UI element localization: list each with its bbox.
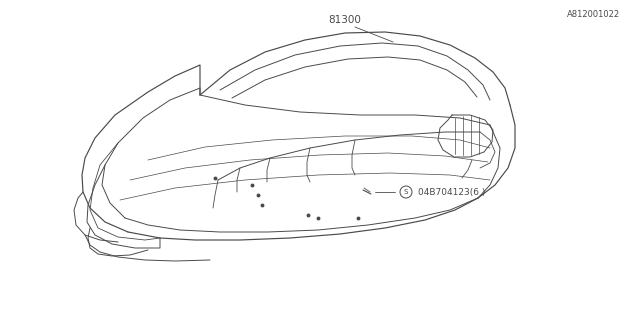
Text: 04B704123(6 ): 04B704123(6 ) (418, 188, 485, 196)
Text: S: S (404, 189, 408, 195)
Text: 81300: 81300 (328, 15, 361, 25)
Text: A812001022: A812001022 (567, 10, 620, 19)
